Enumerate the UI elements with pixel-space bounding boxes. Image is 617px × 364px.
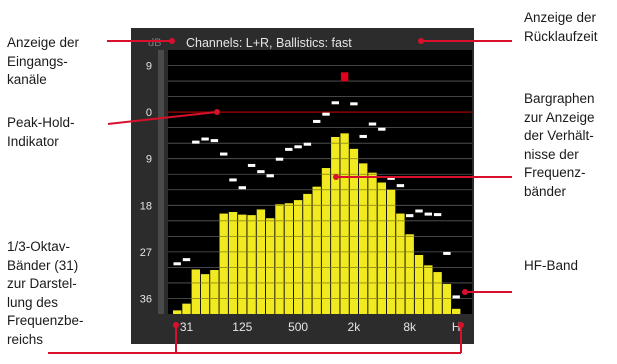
band-bar: [247, 215, 256, 314]
scale-strip: [158, 50, 164, 314]
channels-ballistics-label: Channels: L+R, Ballistics: fast: [186, 36, 352, 50]
band-bar: [293, 200, 303, 314]
x-tick-label: 8k: [403, 320, 417, 334]
peak-marker: [313, 119, 321, 123]
band-bar: [182, 303, 191, 314]
band-bar: [219, 213, 228, 314]
callout-peak-hold: Peak-Hold- Indikator: [7, 115, 75, 149]
peak-marker: [173, 262, 181, 266]
leader-hf-band-dot: [462, 289, 468, 295]
peak-marker: [378, 127, 386, 131]
band-bar: [312, 186, 321, 314]
y-tick-label: 0: [146, 107, 152, 119]
peak-marker: [229, 178, 237, 182]
leader-bands-left-dot: [173, 322, 179, 328]
leader-peak-hold: [107, 111, 218, 125]
band-bar: [173, 310, 182, 314]
peak-marker: [201, 137, 209, 141]
y-tick-label: 27: [140, 247, 152, 259]
band-bar: [303, 193, 312, 314]
band-bar: [349, 148, 359, 314]
leader-return-time-dot: [418, 38, 424, 44]
band-bar: [191, 269, 200, 314]
band-bar: [238, 214, 247, 314]
peak-hold-markers: [173, 72, 460, 299]
x-axis-tick-labels: 31 125 500 2k 8k H: [180, 320, 461, 334]
peak-marker: [192, 140, 200, 144]
peak-marker: [387, 176, 395, 180]
band-bars: [173, 133, 461, 314]
x-tick-label: 500: [288, 320, 308, 334]
peak-marker: [443, 251, 451, 255]
y-tick-label: 9: [146, 154, 152, 166]
band-bar: [200, 274, 210, 314]
peak-marker: [415, 209, 423, 213]
over-indicator: [340, 72, 349, 82]
peak-marker: [433, 213, 442, 217]
peak-marker: [322, 112, 330, 116]
peak-marker: [275, 157, 284, 161]
band-bar: [210, 270, 219, 314]
y-tick-label: 18: [140, 200, 152, 212]
band-bar: [340, 133, 349, 314]
peak-marker: [452, 295, 460, 299]
y-axis-tick-labels: 9 0 9 18 27 36: [140, 61, 152, 306]
band-bar: [331, 136, 340, 314]
peak-marker: [424, 212, 432, 216]
callout-return-time: Anzeige der Rücklaufzeit: [524, 10, 598, 44]
x-tick-label: H: [452, 320, 461, 334]
band-bar: [368, 172, 377, 314]
band-bar: [452, 308, 461, 314]
band-bar: [396, 213, 405, 314]
peak-marker: [359, 134, 367, 138]
peak-marker: [368, 122, 377, 126]
band-bar: [414, 254, 424, 314]
band-bar: [442, 283, 452, 314]
leader-bargraphs-dot: [333, 174, 339, 180]
callout-input-channels: Anzeige der Eingangs- kanäle: [7, 35, 80, 88]
x-tick-label: 125: [232, 320, 252, 334]
peak-marker: [220, 152, 228, 156]
band-bar: [433, 272, 442, 314]
band-bar: [321, 168, 331, 314]
y-tick-label: 9: [146, 61, 152, 73]
leader-bands-right-dot: [458, 322, 464, 328]
peak-marker: [257, 170, 265, 174]
peak-marker: [350, 102, 358, 106]
leader-peak-hold-dot: [214, 109, 220, 115]
band-bar: [359, 163, 368, 314]
x-tick-label: 2k: [348, 320, 362, 334]
band-bar: [405, 234, 414, 314]
peak-marker: [294, 145, 302, 149]
callout-third-octave-bands: 1/3-Oktav- Bänder (31) zur Darstel- lung…: [7, 239, 84, 347]
callout-bargraphs: Bargraphen zur Anzeige der Verhält- niss…: [524, 91, 595, 199]
peak-marker: [285, 147, 293, 151]
y-tick-label: 36: [140, 293, 152, 305]
band-bar: [284, 203, 293, 314]
band-bar: [266, 218, 275, 314]
band-bar: [424, 265, 433, 314]
callout-leaders: [48, 38, 512, 354]
peak-marker: [266, 174, 274, 178]
leader-input-channels-dot: [169, 38, 175, 44]
peak-marker: [247, 163, 256, 167]
callout-hf-band: HF-Band: [524, 258, 579, 273]
header-left-label: dB: [148, 37, 161, 49]
band-bar: [377, 182, 386, 314]
band-bar: [228, 212, 238, 314]
peak-marker: [331, 101, 339, 105]
peak-marker: [210, 139, 219, 143]
peak-marker: [182, 258, 191, 262]
band-bar: [275, 204, 284, 314]
peak-marker: [396, 184, 405, 188]
peak-marker: [406, 214, 414, 218]
x-tick-label: 31: [180, 320, 194, 334]
peak-marker: [303, 142, 312, 146]
band-bar: [256, 209, 266, 314]
peak-marker: [238, 186, 246, 190]
